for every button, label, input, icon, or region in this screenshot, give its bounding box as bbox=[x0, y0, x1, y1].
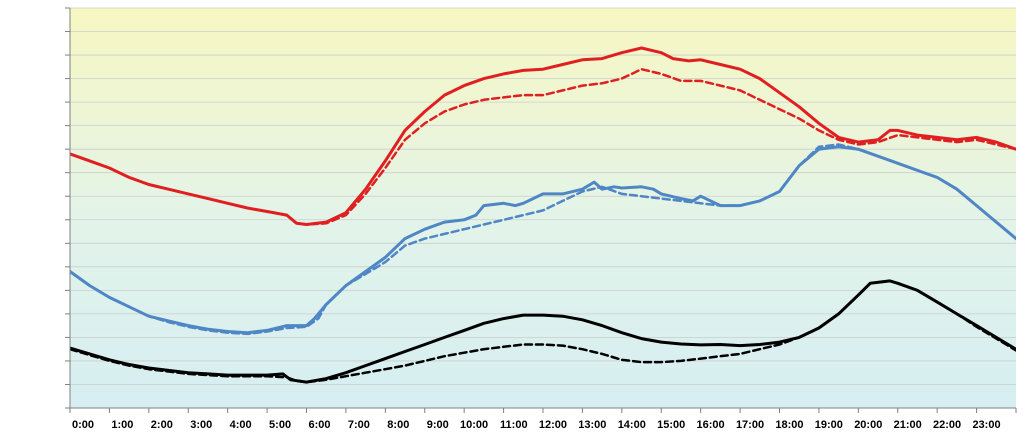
x-tick-label: 18:00 bbox=[775, 419, 803, 431]
x-tick-label: 3:00 bbox=[190, 419, 212, 431]
plot-background bbox=[70, 8, 1016, 408]
x-tick-label: 12:00 bbox=[539, 419, 567, 431]
x-tick-label: 17:00 bbox=[736, 419, 764, 431]
x-tick-label: 20:00 bbox=[854, 419, 882, 431]
x-tick-label: 7:00 bbox=[348, 419, 370, 431]
x-tick-label: 14:00 bbox=[618, 419, 646, 431]
series-line-3 bbox=[70, 143, 1016, 336]
x-tick-label: 5:00 bbox=[269, 419, 291, 431]
x-tick-label: 15:00 bbox=[657, 419, 685, 431]
x-tick-label: 10:00 bbox=[460, 419, 488, 431]
x-tick-label: 1:00 bbox=[111, 419, 133, 431]
x-tick-label: 11:00 bbox=[500, 419, 528, 431]
series-line-5 bbox=[70, 279, 1016, 384]
series-line-2 bbox=[70, 145, 1016, 335]
series-line-1 bbox=[70, 67, 1016, 226]
x-tick-label: 2:00 bbox=[151, 419, 173, 431]
x-tick-label: 0:00 bbox=[72, 419, 94, 431]
x-tick-label: 19:00 bbox=[815, 419, 843, 431]
x-tick-label: 21:00 bbox=[894, 419, 922, 431]
x-tick-label: 8:00 bbox=[387, 419, 409, 431]
x-tick-label: 9:00 bbox=[427, 419, 449, 431]
x-tick-label: 16:00 bbox=[697, 419, 725, 431]
axis-ticks bbox=[65, 7, 1017, 413]
x-tick-label: 13:00 bbox=[578, 419, 606, 431]
x-tick-label: 23:00 bbox=[972, 419, 1000, 431]
x-tick-label: 4:00 bbox=[230, 419, 252, 431]
x-tick-label: 6:00 bbox=[308, 419, 330, 431]
x-tick-label: 22:00 bbox=[933, 419, 961, 431]
x-tick-labels: 0:00 1:00 2:00 3:00 4:00 5:00 6:00 7:00 8:00 9:00… bbox=[72, 419, 1001, 431]
series-layer bbox=[70, 46, 1016, 384]
